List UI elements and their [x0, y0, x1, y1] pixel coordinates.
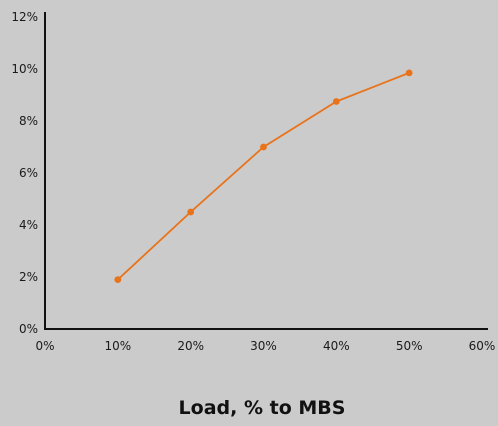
data-point	[332, 98, 340, 105]
data-point	[187, 208, 195, 216]
y-tick-label: 10%	[11, 62, 38, 76]
x-tick-label: 20%	[177, 339, 204, 353]
x-tick-label: 10%	[104, 339, 131, 353]
y-tick-label: 12%	[11, 10, 38, 24]
y-tick-label: 0%	[19, 322, 38, 336]
y-tick-label: 2%	[19, 270, 38, 284]
y-tick-label: 4%	[19, 218, 38, 232]
axes	[44, 12, 488, 330]
series-line	[117, 72, 410, 281]
y-tick-labels: 0% 2% 4% 6% 8% 10% 12%	[11, 10, 38, 336]
y-tick-label: 8%	[19, 114, 38, 128]
x-tick-labels: 0% 10% 20% 30% 40% 50% 60%	[35, 339, 495, 353]
series-layer	[114, 69, 413, 283]
x-tick-label: 40%	[323, 339, 350, 353]
data-point	[260, 143, 267, 151]
x-tick-label: 60%	[469, 339, 496, 353]
x-tick-label: 50%	[396, 339, 423, 353]
data-point	[405, 69, 413, 77]
y-tick-label: 6%	[19, 166, 38, 180]
x-tick-label: 30%	[250, 339, 277, 353]
x-axis-title: Load, % to MBS	[179, 397, 346, 419]
x-tick-label: 0%	[35, 339, 54, 353]
data-point	[114, 276, 122, 283]
